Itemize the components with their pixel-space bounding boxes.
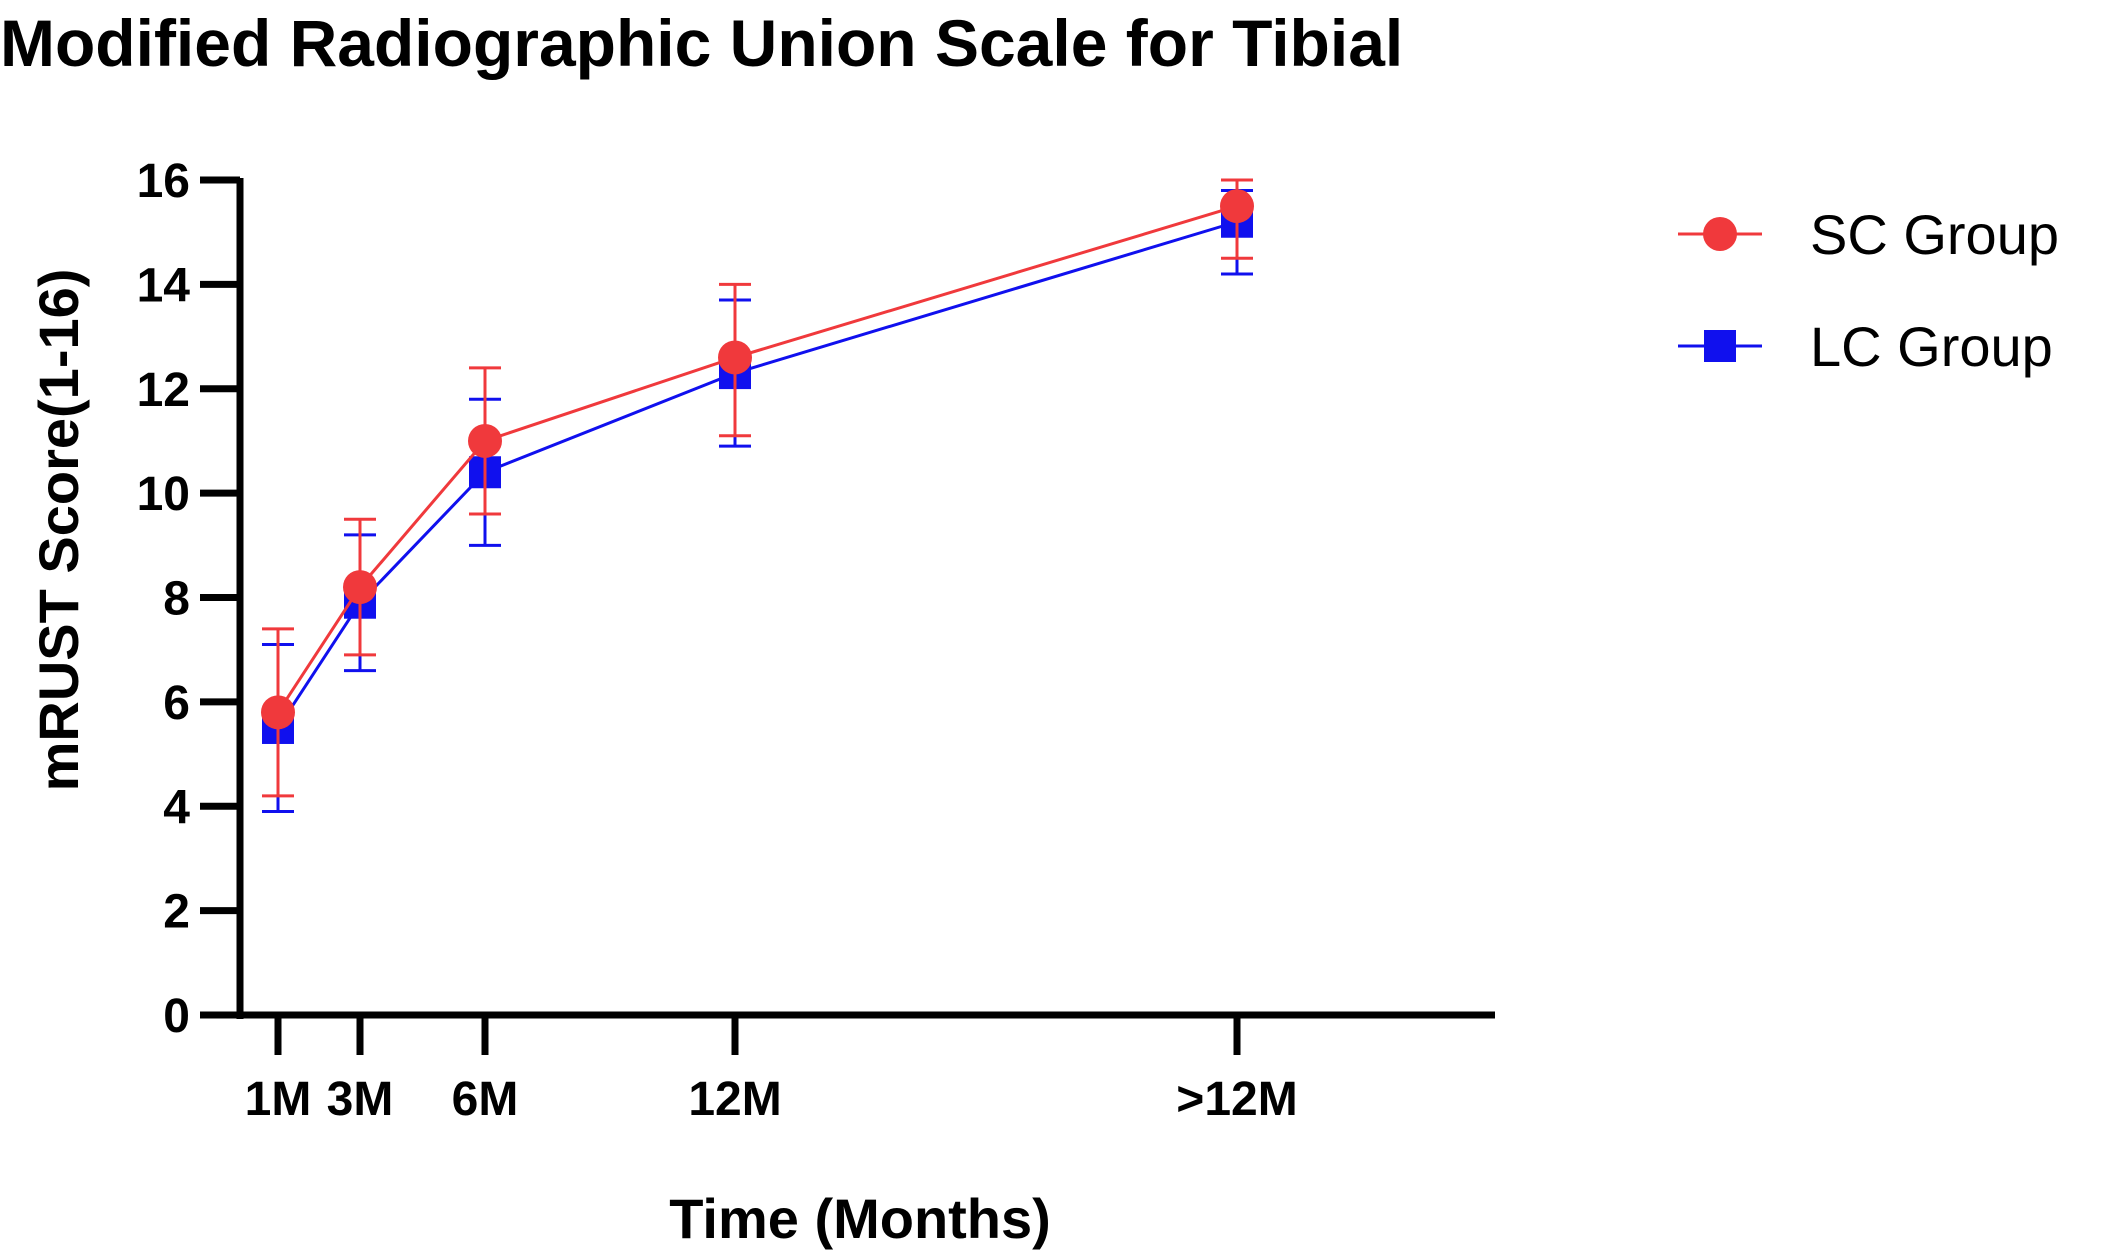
point-0-3 xyxy=(718,340,752,375)
axes: 0 2 4 6 8 10 12 14 16 1M 3M 6M 12M >12M xyxy=(137,155,1495,1126)
y-tick-label-5: 10 xyxy=(137,468,190,521)
point-0-2 xyxy=(468,423,502,458)
series-0 xyxy=(261,178,1254,798)
point-0-0 xyxy=(261,695,295,730)
y-tick-label-3: 6 xyxy=(163,677,190,730)
y-tick-label-1: 2 xyxy=(163,886,190,939)
y-tick-label-4: 8 xyxy=(163,573,190,626)
x-axis-label: Time (Months) xyxy=(669,1187,1051,1250)
x-tick-label-2: 6M xyxy=(452,1073,519,1126)
chart-title: Modified Radiographic Union Scale for Ti… xyxy=(0,6,1403,80)
x-tick-label-3: 12M xyxy=(688,1073,781,1126)
y-tick-label-6: 12 xyxy=(137,364,190,417)
series-1 xyxy=(262,188,1253,813)
point-0-1 xyxy=(343,570,377,605)
y-tick-label-2: 4 xyxy=(163,781,190,834)
legend-marker-1 xyxy=(1704,330,1736,362)
y-axis-label: mRUST Score(1-16) xyxy=(27,269,90,792)
legend-marker-0 xyxy=(1703,217,1737,251)
legend-label-0: SC Group xyxy=(1810,203,2059,266)
x-tick-label-1: 3M xyxy=(327,1073,394,1126)
series-line-1 xyxy=(276,220,1238,729)
y-tick-label-0: 0 xyxy=(163,990,190,1043)
series-line-0 xyxy=(276,204,1238,714)
x-tick-label-0: 1M xyxy=(245,1073,312,1126)
y-tick-label-8: 16 xyxy=(137,155,190,208)
y-tick-label-7: 14 xyxy=(137,259,191,312)
x-tick-label-4: >12M xyxy=(1176,1073,1297,1126)
series-layer xyxy=(261,178,1254,813)
legend: SC Group LC Group xyxy=(1678,203,2059,378)
point-0-4 xyxy=(1220,189,1254,224)
legend-label-1: LC Group xyxy=(1810,315,2053,378)
